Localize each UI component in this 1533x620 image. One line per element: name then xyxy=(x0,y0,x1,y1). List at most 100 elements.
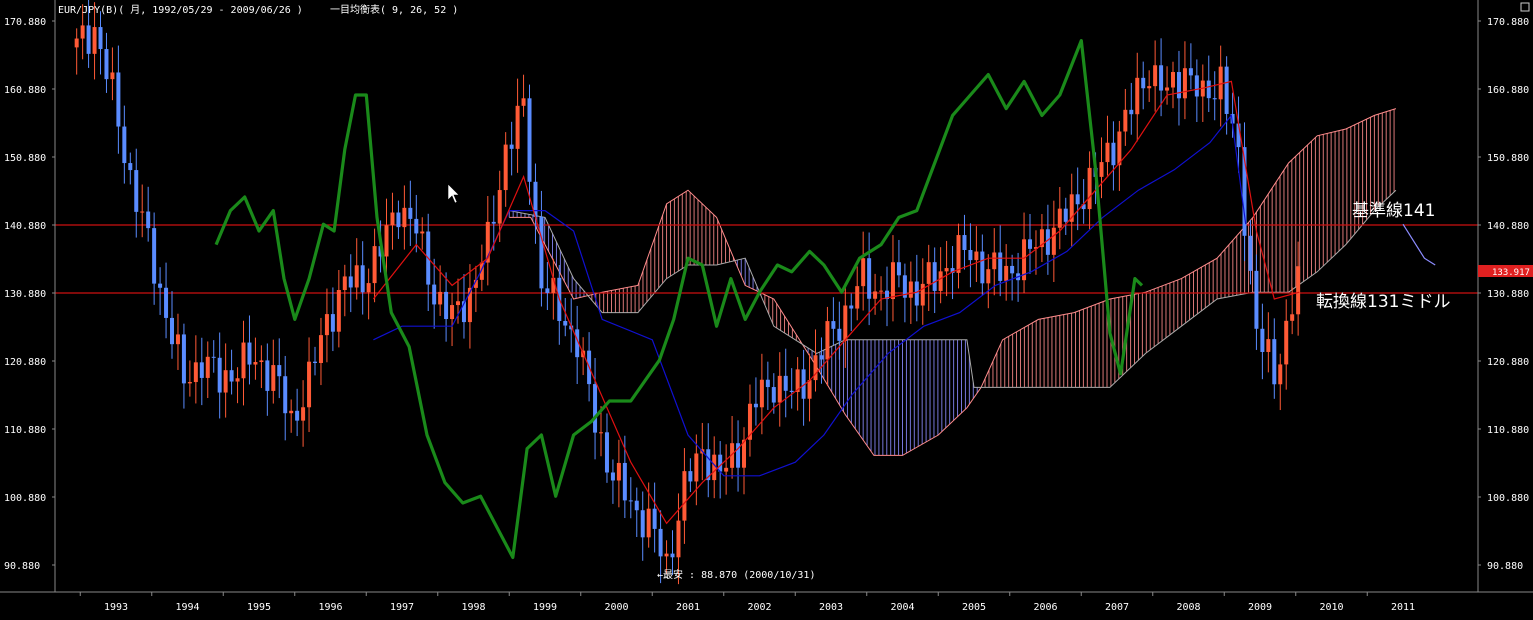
x-tick-label: 2005 xyxy=(962,602,986,613)
kijun-annotation: 基準線141 xyxy=(1352,201,1435,221)
y-tick-label-right: 140.880 xyxy=(1487,221,1529,232)
candle-body xyxy=(1296,266,1301,315)
tenkan-line xyxy=(372,80,1300,525)
candle-body xyxy=(146,211,151,229)
candle-body xyxy=(170,317,175,345)
candle-body xyxy=(837,328,842,341)
x-tick-label: 1995 xyxy=(247,602,271,613)
candle-body xyxy=(86,25,91,54)
candle-body xyxy=(688,471,693,482)
candle-body xyxy=(181,334,186,384)
candle-body xyxy=(187,382,192,384)
candle-body xyxy=(420,231,425,234)
candle-body xyxy=(1069,194,1074,222)
candle-body xyxy=(1135,77,1140,115)
future-projection-line xyxy=(1402,223,1436,266)
candle-body xyxy=(295,410,300,421)
current-price-label: 133.917 xyxy=(1492,268,1530,278)
candle-body xyxy=(408,207,413,219)
candle-body xyxy=(563,320,568,326)
candle-body xyxy=(849,305,854,309)
candle-body xyxy=(217,357,222,393)
indicator-label: 一目均衡表( 9, 26, 52 ) xyxy=(330,3,458,16)
candle-body xyxy=(497,190,502,224)
candle-body xyxy=(301,407,306,421)
candle-body xyxy=(992,252,997,270)
candle-body xyxy=(390,212,395,226)
candle-body xyxy=(1117,131,1122,166)
candle-body xyxy=(1099,162,1104,177)
candle-body xyxy=(307,361,312,408)
candle-body xyxy=(92,27,97,54)
candle-body xyxy=(944,268,949,272)
candle-body xyxy=(1182,68,1187,99)
candle-body xyxy=(628,500,633,502)
y-tick-label-left: 90.880 xyxy=(4,561,40,572)
candle-body xyxy=(795,369,800,392)
candle-body xyxy=(354,265,359,288)
candle-body xyxy=(730,443,735,468)
candle-body xyxy=(241,342,246,379)
candle-body xyxy=(259,360,264,363)
candle-body xyxy=(396,212,401,228)
candle-body xyxy=(479,262,484,280)
candle-body xyxy=(765,379,770,388)
y-tick-label-right: 150.880 xyxy=(1487,153,1529,164)
candle-body xyxy=(938,271,943,291)
x-tick-label: 2009 xyxy=(1248,602,1272,613)
y-tick-label-right: 100.880 xyxy=(1487,493,1529,504)
candle-body xyxy=(98,27,103,50)
y-tick-label-left: 170.880 xyxy=(4,17,46,28)
candle-body xyxy=(1236,123,1241,148)
y-tick-label-left: 160.880 xyxy=(4,85,46,96)
candle-body xyxy=(831,321,836,329)
candle-body xyxy=(908,281,913,298)
x-tick-label: 2010 xyxy=(1320,602,1344,613)
candle-body xyxy=(885,290,890,300)
candle-body xyxy=(920,283,925,306)
horizontal-lines xyxy=(55,224,1478,294)
candle-body xyxy=(342,276,347,291)
candle-body xyxy=(402,207,407,228)
kijun-line xyxy=(373,113,1247,477)
candle-body xyxy=(473,279,478,288)
candle-body xyxy=(1176,72,1181,99)
candle-body xyxy=(1141,77,1146,89)
candle-body xyxy=(896,262,901,276)
candle-body xyxy=(509,144,514,149)
candle-body xyxy=(742,439,747,468)
candle-body xyxy=(634,500,639,511)
candle-body xyxy=(1284,320,1289,365)
candle-body xyxy=(223,370,228,393)
x-tick-label: 1996 xyxy=(319,602,343,613)
candle-body xyxy=(438,291,443,305)
corner-box-icon[interactable] xyxy=(1520,2,1530,12)
candle-body xyxy=(974,251,979,261)
candle-body xyxy=(712,454,717,481)
indicator-lines xyxy=(214,39,1436,559)
y-tick-label-right: 110.880 xyxy=(1487,425,1529,436)
x-tick-label: 1994 xyxy=(176,602,200,613)
x-tick-label: 1993 xyxy=(104,602,128,613)
candle-body xyxy=(414,218,419,234)
y-tick-label-left: 110.880 xyxy=(4,425,46,436)
candle-body xyxy=(670,553,675,558)
candle-body xyxy=(318,335,323,364)
candle-body xyxy=(1087,167,1092,210)
candle-body xyxy=(706,449,711,481)
candle-body xyxy=(813,355,818,381)
candle-body xyxy=(372,246,377,284)
candle-body xyxy=(199,362,204,378)
candle-body xyxy=(348,276,353,288)
y-tick-label-right: 130.880 xyxy=(1487,289,1529,300)
candle-body xyxy=(360,265,365,293)
candle-body xyxy=(384,225,389,257)
candle-body xyxy=(956,235,961,273)
candle-body xyxy=(682,471,687,521)
candle-body xyxy=(902,275,907,298)
y-tick-label-right: 160.880 xyxy=(1487,85,1529,96)
candle-body xyxy=(116,72,121,127)
candle-body xyxy=(80,25,85,39)
candle-body xyxy=(324,314,329,336)
candle-body xyxy=(461,301,466,323)
